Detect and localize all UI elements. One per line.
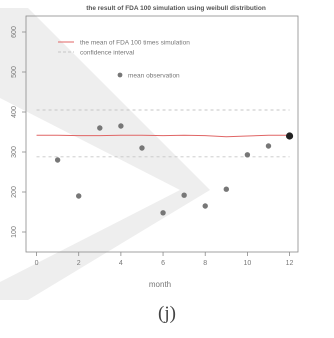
legend-point-marker xyxy=(117,72,123,78)
observation-point xyxy=(76,193,82,199)
y-tick-label: 600 xyxy=(11,26,18,38)
chart: 0 2 4 6 8 10 12 100 200 300 400 500 600 the mean of … xyxy=(0,5,299,300)
plot-frame xyxy=(25,15,299,253)
observation-point xyxy=(118,123,124,129)
x-tick-label: 4 xyxy=(119,260,123,267)
observation-point xyxy=(160,210,166,216)
x-tick-label: 8 xyxy=(203,260,207,267)
x-tick-label: 2 xyxy=(77,260,81,267)
y-tick-label: 400 xyxy=(11,106,18,118)
legend-label: the mean of FDA 100 times simulation xyxy=(80,39,190,46)
observation-point xyxy=(244,152,251,158)
observation-point xyxy=(139,145,145,151)
x-tick-label: 0 xyxy=(35,260,39,267)
chart-title: the result of FDA 100 simulation using w… xyxy=(86,5,266,12)
legend-label: mean observation xyxy=(128,72,180,79)
y-tick-label: 100 xyxy=(11,226,18,238)
y-tick-label: 500 xyxy=(11,66,18,78)
observation-point xyxy=(97,125,103,131)
x-tick-label: 10 xyxy=(243,260,251,267)
observation-point xyxy=(181,192,187,198)
observation-point xyxy=(223,186,230,192)
observation-point xyxy=(285,132,294,140)
y-tick-label: 300 xyxy=(11,146,18,158)
simulation-mean-line xyxy=(36,134,290,138)
legend-label: confidence interval xyxy=(80,49,135,56)
x-axis-label: month xyxy=(149,280,171,289)
y-tick-label: 200 xyxy=(11,186,18,198)
observation-point xyxy=(54,157,61,163)
observation-point xyxy=(265,143,272,149)
x-tick-label: 6 xyxy=(161,260,165,267)
x-tick-label: 12 xyxy=(286,260,294,267)
watermark-chevron xyxy=(0,8,210,300)
figure-caption: (j) xyxy=(158,303,176,324)
observation-point xyxy=(202,203,208,209)
